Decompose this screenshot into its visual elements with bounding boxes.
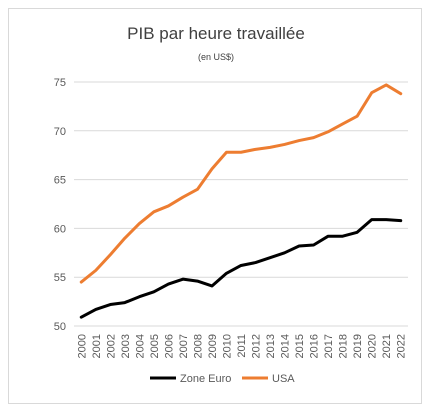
x-tick-label: 2002 bbox=[105, 334, 117, 358]
gridlines bbox=[74, 81, 408, 327]
x-tick-label: 2013 bbox=[265, 334, 277, 358]
x-tick-label: 2005 bbox=[149, 334, 161, 358]
y-tick-label: 65 bbox=[54, 175, 66, 187]
legend: Zone Euro USA bbox=[150, 373, 295, 385]
x-tick-label: 2021 bbox=[381, 334, 393, 358]
x-tick-label: 2010 bbox=[221, 334, 233, 358]
x-tick-label: 2008 bbox=[192, 334, 204, 358]
y-tick-label: 50 bbox=[54, 321, 66, 333]
legend-label: Zone Euro bbox=[180, 373, 231, 385]
y-tick-label: 75 bbox=[54, 77, 66, 89]
x-tick-label: 2014 bbox=[280, 334, 292, 358]
legend-label: USA bbox=[272, 373, 295, 385]
x-tick-label: 2019 bbox=[352, 334, 364, 358]
x-tick-label: 2016 bbox=[309, 334, 321, 358]
x-tick-label: 2017 bbox=[323, 334, 335, 358]
x-tick-label: 2022 bbox=[396, 334, 408, 358]
series-line-1 bbox=[79, 83, 403, 284]
x-tick-label: 2007 bbox=[178, 334, 190, 358]
x-tick-label: 2012 bbox=[251, 334, 263, 358]
y-axis: 50 55 60 65 70 75 bbox=[54, 77, 66, 333]
y-tick-label: 70 bbox=[54, 126, 66, 138]
x-tick-label: 2001 bbox=[91, 334, 103, 358]
series-line-0 bbox=[79, 218, 403, 319]
x-axis: 2000 2001 2002 2003 2004 2005 2006 2007 2008 2009… bbox=[76, 334, 407, 358]
x-tick-label: 2018 bbox=[338, 334, 350, 358]
x-tick-label: 2009 bbox=[207, 334, 219, 358]
series-lines bbox=[79, 83, 403, 319]
x-tick-label: 2003 bbox=[120, 334, 132, 358]
x-tick-label: 2011 bbox=[236, 334, 248, 358]
y-tick-label: 55 bbox=[54, 272, 66, 284]
x-tick-label: 2006 bbox=[163, 334, 175, 358]
y-tick-label: 60 bbox=[54, 223, 66, 235]
chart-frame bbox=[8, 8, 422, 404]
x-tick-label: 2015 bbox=[294, 334, 306, 358]
x-tick-label: 2004 bbox=[134, 334, 146, 358]
chart-title: PIB par heure travaillée bbox=[127, 24, 305, 43]
chart-subtitle: (en US$) bbox=[197, 52, 234, 62]
x-tick-label: 2020 bbox=[367, 334, 379, 358]
x-tick-label: 2000 bbox=[76, 334, 88, 358]
